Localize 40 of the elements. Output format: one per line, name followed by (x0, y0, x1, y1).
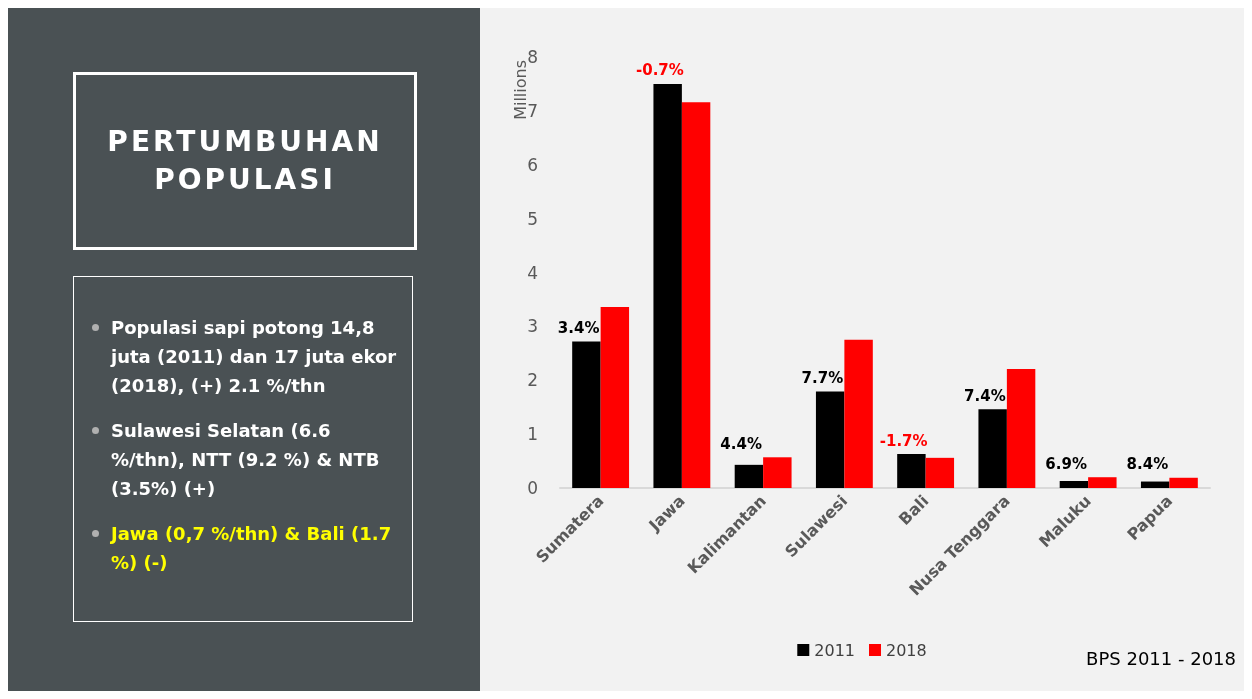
bar (1059, 481, 1089, 488)
bar (925, 457, 955, 488)
bar (681, 102, 711, 488)
annotation: 8.4% (1126, 455, 1169, 474)
y-tick-label: 4 (527, 262, 538, 283)
bar (734, 464, 764, 488)
y-tick-label: 5 (527, 208, 538, 229)
annotation: 4.4% (720, 434, 762, 453)
bar (1088, 477, 1117, 488)
bar (1006, 368, 1036, 488)
bar (1169, 477, 1198, 488)
annotation: 7.4% (964, 386, 1006, 405)
text: PERTUMBUHAN POPULASI (106, 124, 384, 198)
bar (572, 341, 601, 488)
annotation: -1.7% (879, 431, 928, 450)
y-tick-label: 6 (527, 154, 538, 175)
bar (978, 409, 1007, 488)
annotation: -0.7% (635, 61, 684, 80)
y-tick-label: 0 (527, 478, 538, 498)
text: Sulawesi Selatan (6.6 %/thn), NTT (9.2 %) & NTB (3.5%) (+) (111, 419, 381, 501)
bar (1140, 481, 1170, 488)
y-tick-label: 8 (527, 47, 538, 67)
bar (763, 457, 792, 488)
bar (600, 306, 630, 488)
annotation: 6.9% (1045, 454, 1087, 473)
annotation: 3.4% (557, 318, 600, 337)
text: BPS 2011 - 2018 (1086, 648, 1236, 669)
bar (897, 454, 926, 488)
y-tick-label: 1 (527, 424, 538, 445)
text: Jawa (0,7 %/thn) & Bali (1.7 %) (-) (111, 522, 393, 575)
bar (844, 339, 873, 488)
y-tick-label: 3 (527, 316, 538, 337)
bar (653, 83, 682, 488)
bar (815, 391, 845, 488)
legend-label: 2011 (814, 640, 855, 660)
y-tick-label: 7 (527, 100, 538, 121)
legend-label: 2018 (886, 640, 927, 660)
annotation: 7.7% (801, 369, 844, 388)
y-tick-label: 2 (527, 370, 538, 391)
text: Populasi sapi potong 14,8 juta (2011) dan 17 juta ekor (2018), (+) 2.1 %/thn (111, 316, 398, 398)
